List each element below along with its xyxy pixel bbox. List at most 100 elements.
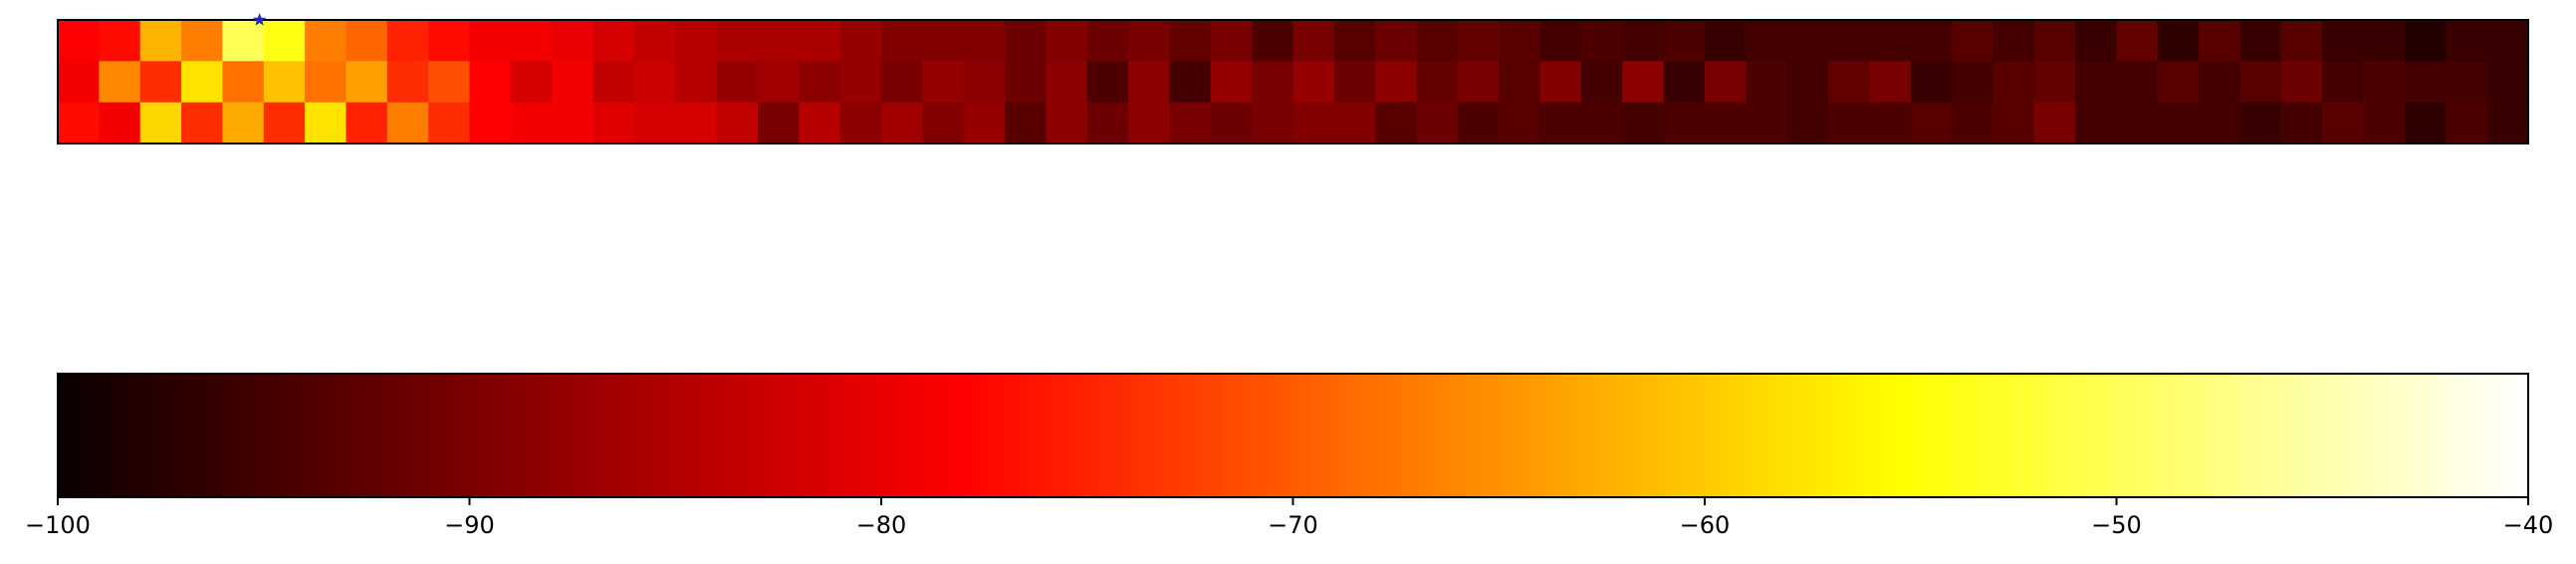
heatmap-cell bbox=[181, 103, 223, 144]
heatmap-cell bbox=[305, 20, 347, 62]
heatmap-cell bbox=[1705, 103, 1747, 144]
heatmap-cell bbox=[99, 20, 140, 62]
heatmap-cell bbox=[2117, 61, 2159, 103]
heatmap-cell bbox=[346, 20, 387, 62]
heatmap-cell bbox=[675, 20, 717, 62]
colorbar-tick-label: −70 bbox=[1268, 511, 1318, 539]
heatmap-cell bbox=[2199, 103, 2240, 144]
heatmap-cell bbox=[140, 61, 182, 103]
heatmap-cell bbox=[346, 103, 387, 144]
heatmap-cell bbox=[1169, 20, 1211, 62]
heatmap-cell bbox=[1046, 20, 1087, 62]
heatmap-cell bbox=[428, 103, 470, 144]
heatmap-cell bbox=[881, 103, 923, 144]
heatmap-cell bbox=[181, 61, 223, 103]
heatmap-cell bbox=[2322, 103, 2364, 144]
heatmap-cell bbox=[1828, 61, 1870, 103]
heatmap-cell bbox=[1705, 20, 1747, 62]
heatmap-cell bbox=[840, 20, 882, 62]
heatmap-cell bbox=[470, 103, 512, 144]
heatmap-cell bbox=[2034, 61, 2076, 103]
heatmap-cell bbox=[470, 20, 512, 62]
heatmap-cell bbox=[1622, 61, 1664, 103]
heatmap-cell bbox=[1499, 20, 1540, 62]
heatmap-cell bbox=[2487, 61, 2529, 103]
heatmap-cell bbox=[552, 20, 593, 62]
heatmap-cell bbox=[1087, 61, 1129, 103]
heatmap-cell bbox=[2364, 103, 2406, 144]
heatmap-cell bbox=[2240, 20, 2282, 62]
heatmap-cell bbox=[346, 61, 387, 103]
heatmap-cell bbox=[1375, 103, 1417, 144]
heatmap-cell bbox=[1334, 103, 1376, 144]
heatmap-cell bbox=[2117, 103, 2159, 144]
colorbar-tick-label: −100 bbox=[25, 511, 91, 539]
colorbar-tick-label: −90 bbox=[444, 511, 495, 539]
heatmap-cell bbox=[305, 61, 347, 103]
heatmap-cell bbox=[2158, 61, 2200, 103]
heatmap-cell bbox=[675, 61, 717, 103]
heatmap-cell bbox=[593, 103, 635, 144]
heatmap-cell bbox=[1869, 103, 1911, 144]
heatmap-cell bbox=[1540, 20, 1582, 62]
heatmap-cell bbox=[1581, 20, 1623, 62]
heatmap-cell bbox=[1417, 20, 1459, 62]
heatmap-cell bbox=[470, 61, 512, 103]
heatmap-cell bbox=[428, 61, 470, 103]
heatmap-cell bbox=[1540, 103, 1582, 144]
heatmap-cell bbox=[1992, 61, 2034, 103]
heatmap-cell bbox=[758, 61, 800, 103]
heatmap-cell bbox=[1458, 103, 1500, 144]
heatmap-cell bbox=[387, 20, 429, 62]
heatmap-cell bbox=[2199, 61, 2240, 103]
heatmap-cell bbox=[922, 103, 964, 144]
heatmap-cell bbox=[1211, 103, 1253, 144]
heatmap-cell bbox=[634, 20, 676, 62]
heatmap-cell bbox=[2158, 103, 2200, 144]
heatmap-cell bbox=[2240, 61, 2282, 103]
heatmap-cell bbox=[1458, 61, 1500, 103]
heatmap-cell bbox=[264, 20, 306, 62]
heatmap-cell bbox=[717, 103, 759, 144]
heatmap-cell bbox=[552, 103, 593, 144]
heatmap-cell bbox=[1828, 103, 1870, 144]
heatmap-cell bbox=[1622, 20, 1664, 62]
heatmap-cell bbox=[1169, 61, 1211, 103]
heatmap-cell bbox=[511, 20, 553, 62]
heatmap-cell bbox=[758, 103, 800, 144]
heatmap-cell bbox=[1828, 20, 1870, 62]
heatmap-cell bbox=[2364, 20, 2406, 62]
heatmap-cell bbox=[2158, 20, 2200, 62]
colorbar bbox=[58, 374, 2528, 497]
heatmap-cell bbox=[2487, 103, 2529, 144]
heatmap-cell bbox=[1005, 103, 1047, 144]
heatmap-cell bbox=[1952, 20, 1993, 62]
heatmap-cell bbox=[1499, 103, 1540, 144]
heatmap-cell bbox=[428, 20, 470, 62]
heatmap-cell bbox=[58, 61, 100, 103]
heatmap-cell bbox=[881, 61, 923, 103]
heatmap-cell bbox=[387, 103, 429, 144]
heatmap-cell bbox=[758, 20, 800, 62]
heatmap-cell bbox=[2117, 20, 2159, 62]
heatmap-cell bbox=[1252, 61, 1293, 103]
heatmap-cell bbox=[1005, 61, 1047, 103]
heatmap-cell bbox=[1992, 103, 2034, 144]
heatmap-cell bbox=[964, 103, 1006, 144]
heatmap-cell bbox=[1087, 20, 1129, 62]
heatmap-cell bbox=[140, 20, 182, 62]
heatmap-cell bbox=[387, 61, 429, 103]
heatmap-cell bbox=[2446, 61, 2487, 103]
heatmap-cell bbox=[675, 103, 717, 144]
heatmap-cell bbox=[2034, 20, 2076, 62]
heatmap-cell bbox=[634, 61, 676, 103]
heatmap-cell bbox=[2322, 61, 2364, 103]
heatmap-cell bbox=[264, 61, 306, 103]
heatmap-cell bbox=[1128, 61, 1170, 103]
heatmap-cell bbox=[2405, 61, 2447, 103]
heatmap-cell bbox=[58, 20, 100, 62]
heatmap-cell bbox=[2405, 103, 2447, 144]
heatmap-cell bbox=[1581, 103, 1623, 144]
heatmap-cell bbox=[964, 20, 1006, 62]
heatmap-cell bbox=[222, 61, 264, 103]
